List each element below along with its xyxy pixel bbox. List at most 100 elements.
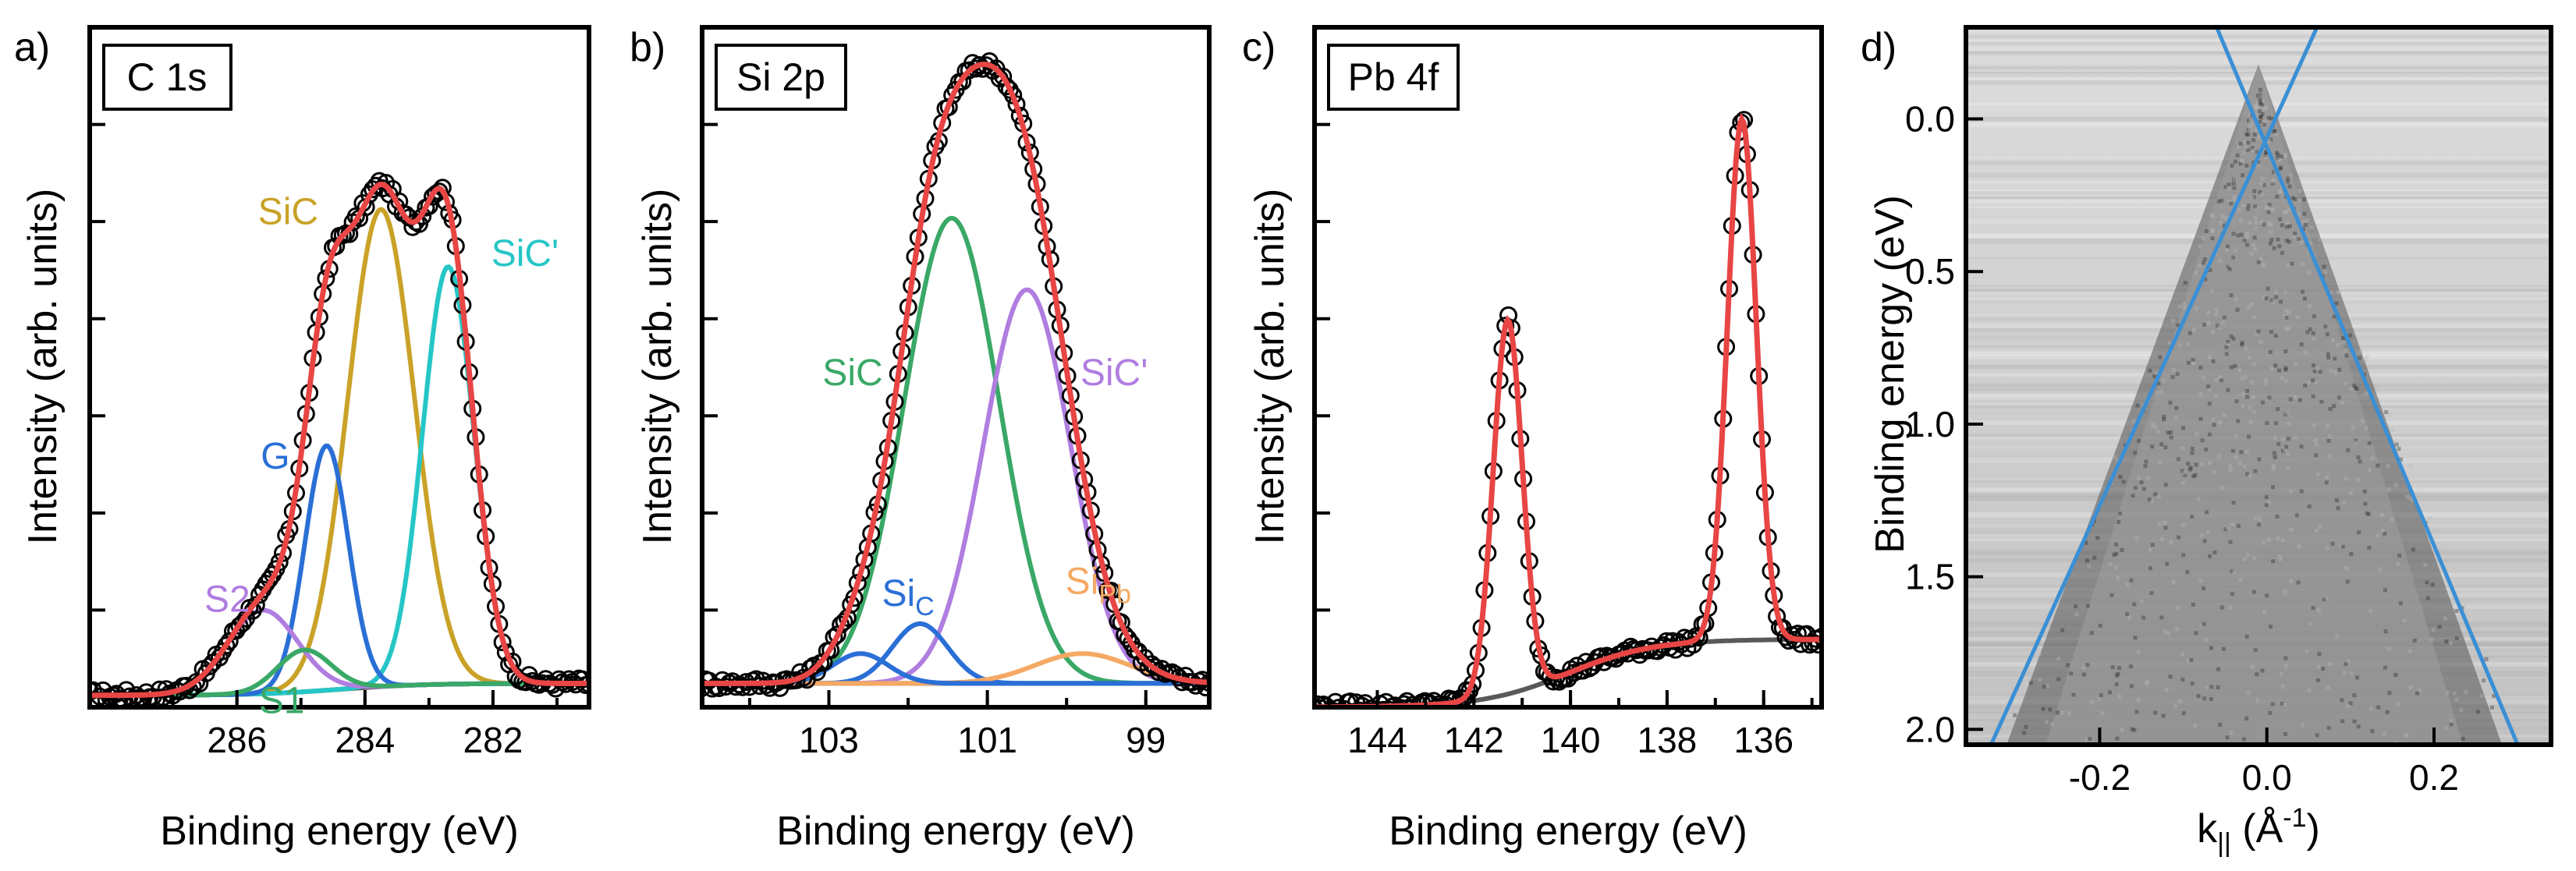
heatmap-speckle	[2354, 387, 2359, 391]
heatmap-speckle	[2258, 339, 2263, 344]
panel-c-xlabel: Binding energy (eV)	[1389, 809, 1747, 854]
heatmap-speckle	[2222, 315, 2227, 320]
heatmap-speckle	[2190, 515, 2195, 519]
heatmap-speckle	[2237, 461, 2242, 466]
panel-c-title-box: Pb 4f	[1327, 44, 1460, 111]
heatmap-speckle	[2260, 668, 2265, 673]
panel-d-xlabel-end: )	[2307, 806, 2320, 852]
heatmap-speckle	[2397, 554, 2402, 558]
heatmap-speckle	[2248, 420, 2253, 424]
heatmap-speckle	[2190, 446, 2195, 451]
heatmap-speckle	[2120, 547, 2124, 552]
heatmap-speckle	[2242, 150, 2247, 155]
heatmap-speckle	[2117, 694, 2122, 699]
heatmap-speckle	[2081, 665, 2086, 670]
heatmap-speckle	[2149, 591, 2154, 596]
panel-d-ytick-label: 1.0	[1905, 404, 1955, 444]
heatmap-speckle	[2237, 367, 2242, 372]
heatmap-speckle	[2311, 363, 2315, 367]
dispersion-line-1	[2215, 27, 2520, 745]
heatmap-speckle	[2217, 420, 2222, 425]
heatmap-speckle	[2345, 579, 2350, 584]
heatmap-speckle	[2364, 426, 2368, 430]
heatmap-speckle	[2190, 451, 2195, 455]
heatmap-speckle	[2483, 675, 2488, 680]
heatmap-speckle	[2226, 244, 2230, 249]
heatmap-speckle	[2156, 494, 2161, 499]
panel-d-xticks: -0.2 0.0 0.2	[2069, 728, 2459, 798]
heatmap-speckle	[2199, 533, 2204, 537]
heatmap-speckle	[2238, 141, 2243, 146]
panel-d-xtick-label: 0.0	[2242, 757, 2292, 798]
heatmap-speckle	[2365, 355, 2370, 359]
panel-a-frame	[87, 25, 591, 710]
heatmap-speckle	[2260, 176, 2265, 181]
heatmap-speckle	[2272, 246, 2276, 250]
heatmap-speckle	[2253, 215, 2258, 220]
heatmap-speckle	[2183, 281, 2187, 285]
heatmap-speckle	[2322, 264, 2326, 269]
heatmap-speckle	[2301, 220, 2305, 225]
heatmap-speckle	[2314, 453, 2319, 458]
heatmap-speckle	[2315, 733, 2319, 738]
heatmap-speckle	[2112, 455, 2117, 459]
heatmap-speckle	[2231, 336, 2236, 341]
heatmap-speckle	[2239, 232, 2244, 237]
heatmap-speckle	[2233, 255, 2237, 260]
heatmap-speckle	[2141, 487, 2146, 491]
heatmap-speckle	[2133, 636, 2138, 640]
heatmap-speckle	[2248, 473, 2252, 478]
heatmap-speckle	[2233, 197, 2237, 202]
heatmap-speckle	[2249, 251, 2254, 256]
panel-b-frame	[700, 25, 1212, 710]
heatmap-speckle	[2150, 499, 2155, 504]
heatmap-speckle	[2402, 618, 2407, 623]
heatmap-speckle	[2352, 387, 2357, 391]
heatmap-speckle	[2325, 423, 2329, 428]
heatmap-speckle	[2362, 489, 2367, 494]
heatmap-speckle	[2297, 544, 2301, 549]
heatmap-speckle	[2195, 306, 2199, 311]
heatmap-speckle	[2085, 738, 2089, 742]
panel-b-xlabel: Binding energy (eV)	[776, 809, 1135, 854]
heatmap-speckle	[2258, 90, 2262, 95]
heatmap-speckle	[2344, 381, 2348, 386]
heatmap-speckle	[2244, 716, 2249, 721]
heatmap-speckle	[2352, 693, 2357, 698]
heatmap-speckle	[2207, 402, 2212, 406]
heatmap-speckle	[2269, 298, 2274, 303]
panel-a-data-point	[177, 677, 196, 695]
heatmap-speckle	[2050, 722, 2055, 727]
heatmap-speckle	[2376, 533, 2380, 538]
panel-d-xlabel-sup: -1	[2283, 803, 2306, 833]
heatmap-speckle	[2326, 438, 2331, 443]
heatmap-speckle	[2258, 119, 2262, 124]
dispersion-line-2	[1989, 27, 2319, 745]
panel-c-data-point	[1648, 642, 1667, 660]
panel-b-letter: b)	[630, 25, 665, 70]
heatmap-speckle	[2283, 731, 2287, 736]
heatmap-noise-streak	[1966, 51, 2551, 55]
heatmap-speckle	[2253, 648, 2258, 653]
heatmap-speckle	[2230, 592, 2235, 597]
heatmap-speckle	[2408, 496, 2413, 501]
heatmap-speckle	[2182, 306, 2187, 310]
heatmap-speckle	[2367, 441, 2372, 445]
panel-d-ytick-label: 2.0	[1905, 709, 1955, 749]
heatmap-speckle	[2399, 457, 2404, 462]
heatmap-speckle	[2258, 100, 2262, 104]
panel-a-component-SiC	[90, 207, 589, 698]
heatmap-speckle	[2146, 475, 2151, 480]
heatmap-speckle	[2219, 198, 2224, 203]
heatmap-speckle	[2385, 710, 2390, 714]
heatmap-speckle	[2240, 158, 2244, 163]
heatmap-speckle	[2302, 296, 2307, 301]
heatmap-speckle	[2163, 526, 2168, 530]
panel-b-xtick-label: 101	[957, 720, 1017, 760]
heatmap-speckle	[2305, 649, 2309, 653]
heatmap-speckle	[2340, 719, 2345, 724]
heatmap-speckle	[2308, 621, 2312, 626]
heatmap-speckle	[2255, 672, 2259, 677]
heatmap-speckle	[2454, 636, 2459, 641]
heatmap-speckle	[2482, 678, 2486, 683]
